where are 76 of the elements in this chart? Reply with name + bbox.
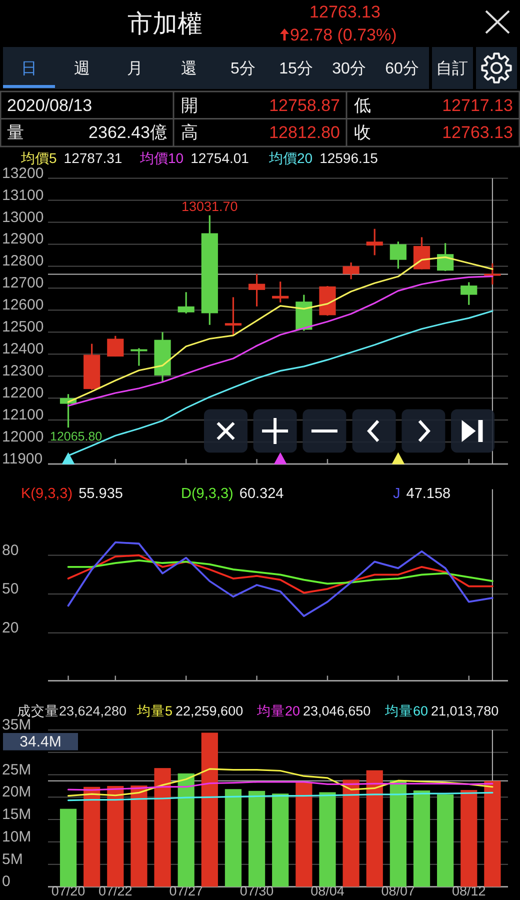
text: 日 (21, 60, 37, 78)
text: 均量60 (384, 704, 428, 718)
x-tick-label: 07/30 (240, 884, 274, 899)
text: 12596.15 (320, 150, 378, 166)
y-tick-label: 12500 (2, 318, 44, 336)
annotation: 13031.70 (182, 198, 238, 214)
text: 均價10 (139, 150, 184, 166)
text: 60分 (385, 60, 419, 78)
y-tick-label: 20M (2, 784, 32, 801)
text: 均價5 (20, 150, 57, 166)
text: 均價20 (268, 150, 313, 166)
x-tick-label: 08/07 (381, 884, 416, 899)
text: 低 (354, 96, 371, 115)
y-tick-label: 12900 (2, 230, 44, 248)
y-tick-label: 13100 (2, 186, 44, 204)
text: 12717.13 (442, 96, 513, 115)
text: 12763.13 (442, 123, 513, 142)
text: K(9,3,3) (21, 486, 73, 502)
y-tick-label: 15M (2, 806, 32, 824)
text: 開 (181, 96, 198, 115)
annotation: 60.324 (239, 486, 284, 502)
text: 12763.13 (310, 2, 380, 22)
y-tick-label: 50 (2, 580, 19, 598)
y-tick-label: 0 (2, 873, 10, 890)
x-tick-label: 08/12 (452, 884, 486, 899)
text: J (393, 486, 400, 502)
y-tick-label: 12400 (2, 340, 44, 358)
annotation: 34.4M (20, 733, 62, 750)
y-tick-label: 12800 (2, 252, 44, 270)
text: 22,259,600 (176, 704, 244, 718)
text: 92.78 (0.73%) (290, 26, 397, 44)
annotation: 55.935 (78, 486, 123, 502)
text: 市加權 (128, 10, 202, 38)
y-tick-label: 5M (2, 850, 23, 868)
text: 高 (181, 123, 198, 142)
x-tick-label: 08/04 (310, 884, 345, 899)
text: 12812.80 (269, 123, 340, 142)
text: 23,046,650 (303, 704, 371, 718)
annotation: 47.158 (406, 486, 451, 502)
text: 12758.87 (269, 96, 340, 115)
y-tick-label: 25M (2, 761, 32, 778)
text: 收 (354, 123, 371, 142)
y-tick-label: 12700 (2, 274, 44, 292)
text: 量 (7, 123, 24, 142)
y-tick-label: 20 (2, 619, 19, 636)
y-tick-label: 35M (2, 716, 32, 734)
y-tick-label: 13200 (2, 164, 44, 182)
text: 12754.01 (190, 150, 250, 166)
text: 21,013,780 (431, 704, 499, 718)
text: 自訂 (436, 60, 468, 78)
y-tick-label: 13000 (2, 208, 44, 226)
y-tick-label: 11900 (2, 450, 43, 468)
text: 月 (127, 60, 143, 78)
text: 2020/08/13 (7, 96, 92, 115)
text: 成交量23,624,280 (17, 704, 127, 718)
text: 2362.43億 (88, 123, 167, 142)
text: 週 (74, 60, 90, 78)
annotation: 12065.80 (50, 430, 102, 444)
y-tick-label: 12000 (2, 428, 44, 446)
y-tick-label: 80 (2, 542, 19, 559)
x-tick-label: 07/22 (98, 884, 132, 899)
text: 30分 (332, 60, 366, 78)
y-tick-label: 10M (2, 828, 32, 846)
text: 15分 (279, 60, 313, 78)
x-tick-label: 07/27 (169, 884, 203, 899)
y-tick-label: 12300 (2, 362, 44, 380)
text: 12787.31 (64, 150, 122, 166)
y-tick-label: 12600 (2, 296, 44, 314)
text: 還 (181, 60, 197, 78)
x-tick-label: 07/20 (51, 884, 86, 899)
text: 5分 (230, 60, 256, 78)
text: D(9,3,3) (181, 486, 234, 502)
y-tick-label: 12100 (2, 406, 44, 424)
text: 均量5 (136, 704, 173, 718)
text: 均量20 (256, 704, 300, 718)
y-tick-label: 12200 (2, 384, 44, 402)
